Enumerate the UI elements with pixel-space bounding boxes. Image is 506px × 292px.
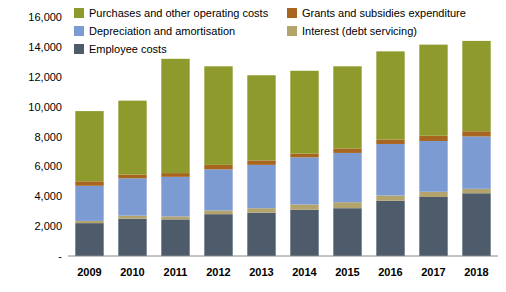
x-tick-label: 2010 [120,266,144,278]
bar-segment [204,169,232,210]
bar-segment [376,196,404,201]
bar-segment [376,139,404,143]
bar-segment [419,136,447,141]
legend-swatch [287,8,297,18]
bars [75,41,490,256]
bar-segment [419,192,447,197]
bar-segment [204,66,232,165]
bar-segment [161,59,189,173]
bar-segment [462,193,490,256]
bar-segment [75,223,103,256]
bar-segment [462,189,490,193]
legend-label: Purchases and other operating costs [89,7,269,19]
bar-segment [161,177,189,217]
bar-segment [75,111,103,181]
legend-swatch [287,26,297,36]
bar-segment [333,153,361,202]
bar-segment [247,208,275,212]
bar-segment [462,131,490,136]
y-tick-label: 16,000 [28,11,62,23]
bar-segment [290,204,318,209]
bar-segment [333,66,361,148]
legend-swatch [74,26,84,36]
bar-segment [247,75,275,160]
x-tick-label: 2011 [164,266,188,278]
legend-label: Grants and subsidies expenditure [302,7,466,19]
chart: - 2,000 4,000 6,000 8,000 10,000 12,000 14,000 1… [0,0,506,292]
x-tick-label: 2015 [335,266,359,278]
bar-segment [247,213,275,256]
y-tick-label: 4,000 [34,190,62,202]
bar-segment [204,214,232,256]
bar-segment [290,157,318,204]
legend-label: Depreciation and amortisation [89,25,235,37]
y-tick [65,196,68,197]
bar-segment [204,210,232,214]
y-tick [65,166,68,167]
bar-segment [376,201,404,256]
y-tick [65,136,68,137]
y-tick [65,226,68,227]
x-tick-label: 2018 [464,266,488,278]
legend-swatch [74,8,84,18]
x-axis [68,256,498,257]
bar-segment [75,186,103,221]
y-tick-label: 6,000 [34,160,62,172]
bar-segment [419,45,447,136]
bar-segment [75,181,103,185]
bar-segment [161,219,189,256]
y-tick [65,46,68,47]
y-tick-label: 2,000 [34,220,62,232]
y-tick-label: 12,000 [28,71,62,83]
bar-segment [118,101,146,175]
bar-segment [333,148,361,152]
bar-segment [290,210,318,256]
bar-segment [290,71,318,154]
y-tick [65,76,68,77]
y-tick-label: 14,000 [28,41,62,53]
legend-label: Interest (debt servicing) [302,25,417,37]
bar-segment [376,144,404,196]
bar-segment [333,202,361,208]
x-tick-label: 2014 [292,266,317,278]
bar-segment [462,137,490,189]
y-tick [65,256,68,257]
bar-segment [118,219,146,256]
bar-segment [290,154,318,158]
bar-segment [376,51,404,139]
y-tick-label: 10,000 [28,101,62,113]
bar-segment [204,165,232,169]
y-tick [65,17,68,18]
bar-segment [333,208,361,256]
legend-label: Employee costs [89,43,167,55]
bar-segment [419,141,447,192]
bar-segment [118,216,146,219]
bar-segment [462,41,490,131]
x-tick-label: 2016 [378,266,402,278]
bar-segment [161,216,189,219]
bar-segment [118,178,146,215]
y-tick-label: 8,000 [34,131,62,143]
bar-segment [247,165,275,208]
y-tick-label: - [58,250,62,262]
x-tick-label: 2017 [421,266,445,278]
bar-segment [419,197,447,256]
legend-swatch [74,44,84,54]
bar-segment [75,221,103,223]
x-tick-label: 2012 [206,266,230,278]
x-tick-label: 2009 [77,266,101,278]
y-tick [65,106,68,107]
bar-segment [161,173,189,177]
bar-segment [247,160,275,164]
x-tick-label: 2013 [249,266,273,278]
bar-segment [118,175,146,179]
